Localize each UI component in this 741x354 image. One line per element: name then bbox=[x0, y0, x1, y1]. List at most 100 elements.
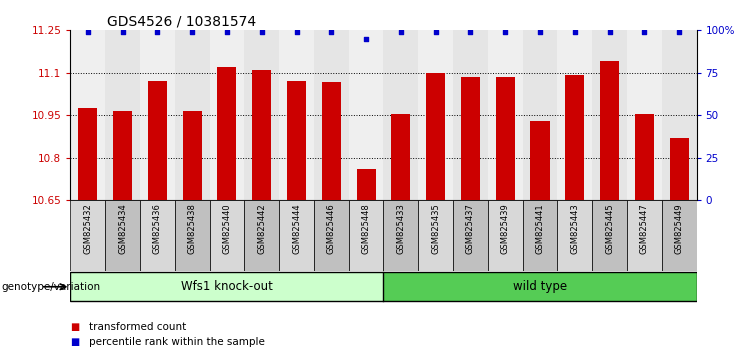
Text: GSM825448: GSM825448 bbox=[362, 204, 370, 254]
Point bbox=[465, 29, 476, 35]
Text: ■: ■ bbox=[70, 322, 79, 332]
Bar bbox=[147, 81, 167, 200]
Bar bbox=[210, 200, 245, 271]
Bar bbox=[384, 273, 697, 301]
Bar bbox=[488, 30, 522, 200]
Text: GSM825446: GSM825446 bbox=[327, 204, 336, 254]
Text: GSM825434: GSM825434 bbox=[118, 204, 127, 254]
Bar bbox=[140, 30, 175, 200]
Bar bbox=[557, 200, 592, 271]
Text: GSM825444: GSM825444 bbox=[292, 204, 301, 254]
Point bbox=[395, 29, 407, 35]
Bar bbox=[245, 200, 279, 271]
Point bbox=[499, 29, 511, 35]
Point bbox=[151, 29, 163, 35]
Bar bbox=[565, 75, 585, 200]
Bar bbox=[600, 61, 619, 200]
Bar bbox=[670, 138, 688, 200]
Bar bbox=[245, 30, 279, 200]
Bar bbox=[314, 200, 349, 271]
Bar bbox=[217, 67, 236, 200]
Bar bbox=[113, 111, 132, 200]
Bar bbox=[496, 77, 515, 200]
Bar bbox=[175, 30, 210, 200]
Bar bbox=[627, 30, 662, 200]
Bar bbox=[140, 200, 175, 271]
Text: Wfs1 knock-out: Wfs1 knock-out bbox=[181, 280, 273, 293]
Bar bbox=[592, 200, 627, 271]
Bar bbox=[592, 30, 627, 200]
Point bbox=[534, 29, 546, 35]
Bar bbox=[356, 169, 376, 200]
Text: GSM825442: GSM825442 bbox=[257, 204, 266, 254]
Bar bbox=[279, 30, 314, 200]
Point bbox=[674, 29, 685, 35]
Text: GSM825445: GSM825445 bbox=[605, 204, 614, 254]
Bar bbox=[384, 30, 418, 200]
Text: GSM825441: GSM825441 bbox=[536, 204, 545, 254]
Bar bbox=[252, 70, 271, 200]
Point bbox=[604, 29, 616, 35]
Text: GSM825447: GSM825447 bbox=[640, 204, 649, 254]
Bar bbox=[210, 30, 245, 200]
Text: GSM825437: GSM825437 bbox=[466, 204, 475, 255]
Bar bbox=[557, 30, 592, 200]
Text: GSM825432: GSM825432 bbox=[83, 204, 93, 254]
Bar bbox=[426, 73, 445, 200]
Bar bbox=[314, 30, 349, 200]
Text: GSM825439: GSM825439 bbox=[501, 204, 510, 254]
Bar bbox=[627, 200, 662, 271]
Bar bbox=[79, 108, 97, 200]
Bar bbox=[662, 30, 697, 200]
Text: GSM825436: GSM825436 bbox=[153, 204, 162, 255]
Bar bbox=[531, 121, 550, 200]
Point bbox=[256, 29, 268, 35]
Text: genotype/variation: genotype/variation bbox=[1, 282, 101, 292]
Text: transformed count: transformed count bbox=[89, 322, 186, 332]
Bar bbox=[461, 77, 480, 200]
Bar bbox=[349, 30, 384, 200]
Text: ■: ■ bbox=[70, 337, 79, 347]
Point bbox=[360, 36, 372, 41]
Point bbox=[290, 29, 302, 35]
Text: percentile rank within the sample: percentile rank within the sample bbox=[89, 337, 265, 347]
Bar bbox=[384, 200, 418, 271]
Bar bbox=[70, 273, 384, 301]
Text: GSM825449: GSM825449 bbox=[674, 204, 684, 254]
Bar bbox=[522, 200, 557, 271]
Point bbox=[569, 29, 581, 35]
Bar bbox=[391, 114, 411, 200]
Bar bbox=[418, 200, 453, 271]
Point bbox=[82, 29, 93, 35]
Bar bbox=[105, 200, 140, 271]
Bar bbox=[287, 81, 306, 200]
Text: GSM825438: GSM825438 bbox=[187, 204, 196, 255]
Point bbox=[325, 29, 337, 35]
Bar bbox=[70, 200, 105, 271]
Point bbox=[639, 29, 651, 35]
Bar bbox=[279, 200, 314, 271]
Bar bbox=[522, 30, 557, 200]
Bar bbox=[70, 30, 105, 200]
Text: GSM825433: GSM825433 bbox=[396, 204, 405, 255]
Bar bbox=[418, 30, 453, 200]
Text: GSM825443: GSM825443 bbox=[571, 204, 579, 254]
Bar bbox=[175, 200, 210, 271]
Text: GSM825435: GSM825435 bbox=[431, 204, 440, 254]
Text: GSM825440: GSM825440 bbox=[222, 204, 231, 254]
Bar bbox=[635, 114, 654, 200]
Bar bbox=[322, 82, 341, 200]
Bar bbox=[488, 200, 522, 271]
Bar bbox=[453, 30, 488, 200]
Bar bbox=[453, 200, 488, 271]
Bar bbox=[349, 200, 384, 271]
Point bbox=[186, 29, 198, 35]
Text: GDS4526 / 10381574: GDS4526 / 10381574 bbox=[107, 14, 256, 28]
Text: wild type: wild type bbox=[513, 280, 567, 293]
Bar bbox=[662, 200, 697, 271]
Point bbox=[430, 29, 442, 35]
Point bbox=[116, 29, 128, 35]
Bar bbox=[105, 30, 140, 200]
Bar bbox=[182, 111, 202, 200]
Point bbox=[221, 29, 233, 35]
